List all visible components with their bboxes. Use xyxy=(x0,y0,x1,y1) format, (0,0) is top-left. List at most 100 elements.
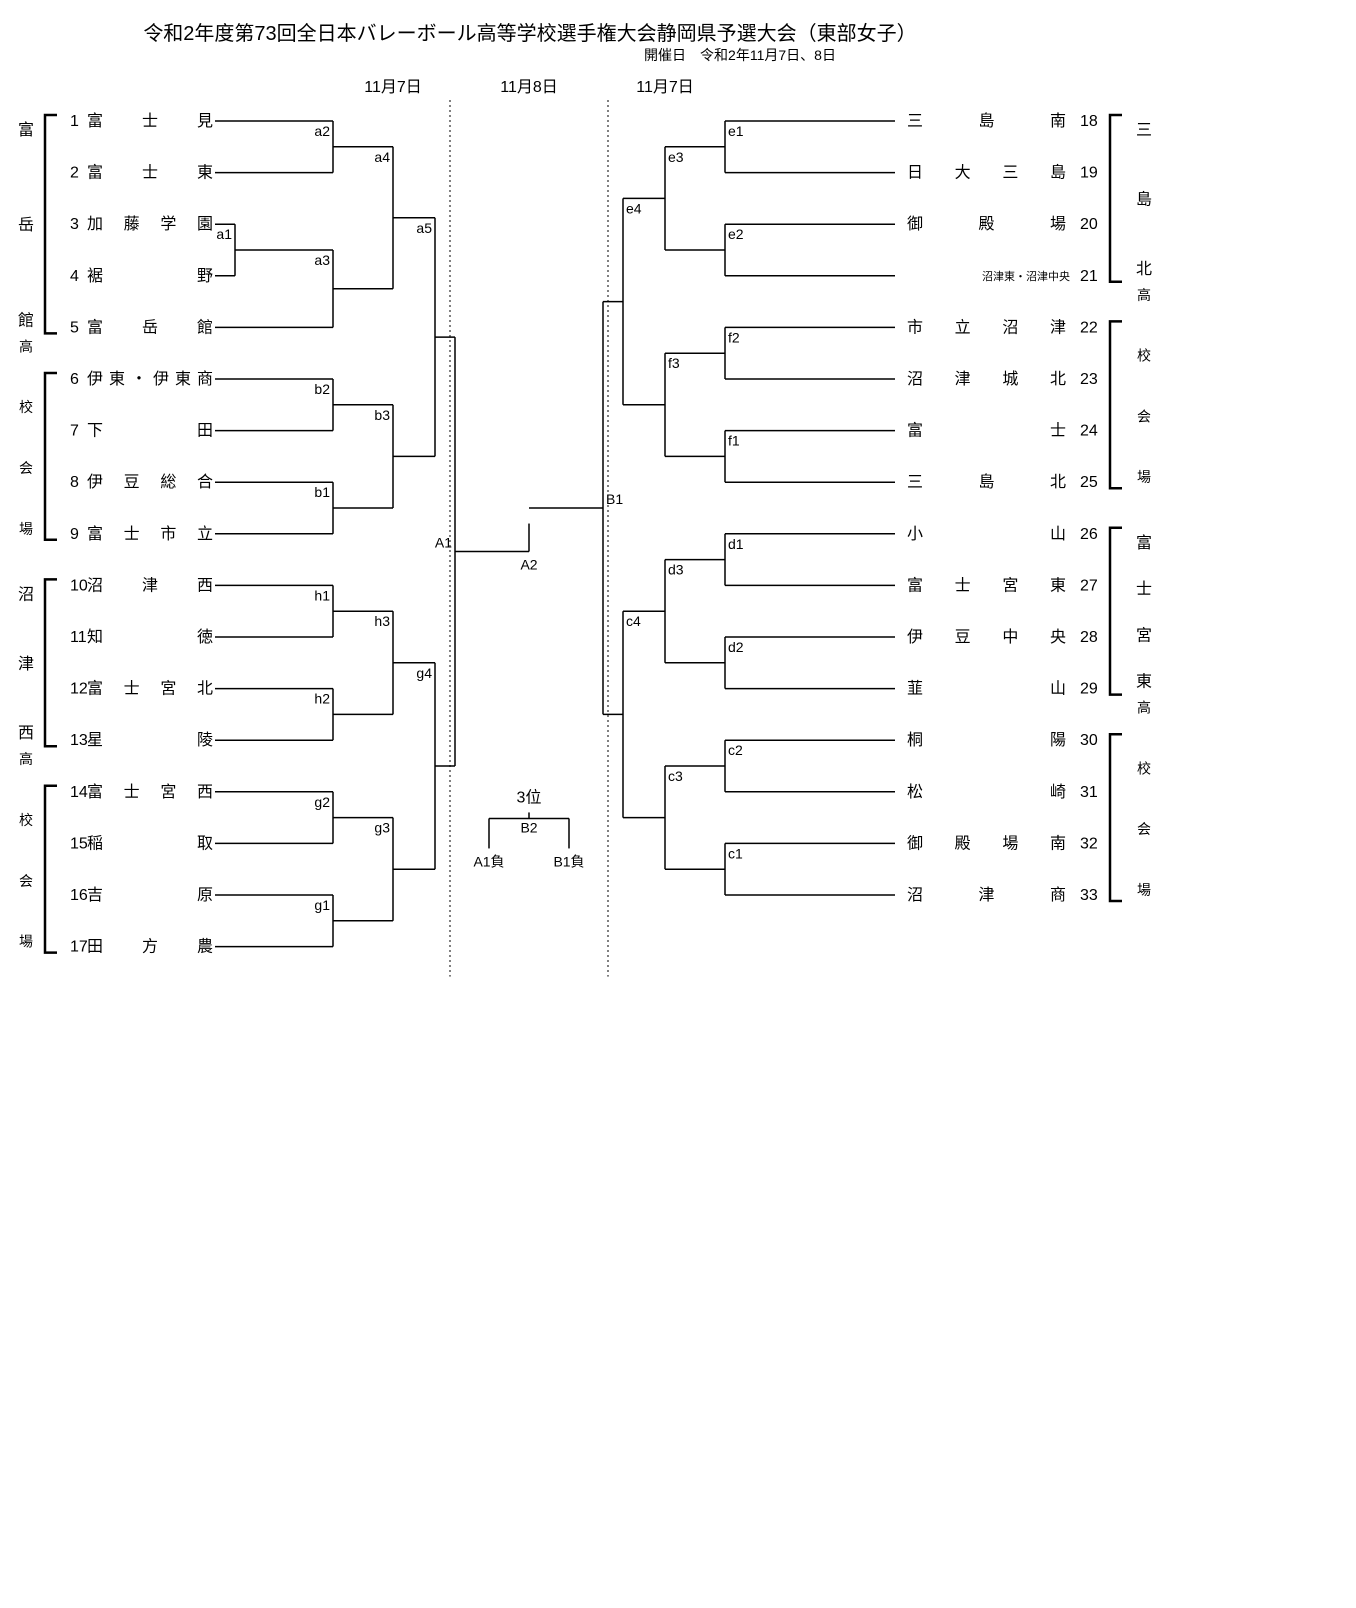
seed-2: 2 xyxy=(70,165,79,182)
: 場 xyxy=(1137,882,1151,898)
: 宮 xyxy=(1002,576,1018,594)
: 南 xyxy=(1050,834,1066,852)
match-b1: b1 xyxy=(314,484,330,500)
seed-28: 28 xyxy=(1080,629,1098,646)
seed-25: 25 xyxy=(1080,474,1098,491)
: 場 xyxy=(1137,469,1151,485)
: 津 xyxy=(142,576,158,594)
: 稲 xyxy=(87,834,103,852)
: 商 xyxy=(197,370,213,388)
: 殿 xyxy=(978,215,994,233)
code-A2: A2 xyxy=(520,557,537,573)
: 島 xyxy=(978,112,994,130)
match-g1: g1 xyxy=(314,897,330,913)
: 士 xyxy=(142,112,158,130)
: 豆 xyxy=(124,474,140,491)
tournament-bracket: 令和2年度第73回全日本バレーボール高等学校選手権大会静岡県予選大会（東部女子）… xyxy=(0,0,1356,1608)
: 山 xyxy=(1050,680,1066,698)
: 士 xyxy=(124,680,140,698)
: 沼 xyxy=(87,576,103,594)
: 沼 xyxy=(1002,318,1018,336)
match-f3: f3 xyxy=(668,355,680,371)
: 北 xyxy=(1050,473,1066,491)
seed-4: 4 xyxy=(70,268,79,285)
match-b2: b2 xyxy=(314,381,330,397)
title: 令和2年度第73回全日本バレーボール高等学校選手権大会静岡県予選大会（東部女子） xyxy=(143,22,916,45)
match-h1: h1 xyxy=(314,587,330,603)
: 田 xyxy=(197,423,213,440)
: 士 xyxy=(1050,422,1066,440)
match-h2: h2 xyxy=(314,691,330,707)
match-e3: e3 xyxy=(668,149,684,165)
: 東 xyxy=(197,164,213,182)
: 岳 xyxy=(18,216,34,234)
seed-9: 9 xyxy=(70,526,79,543)
: 場 xyxy=(1002,834,1018,852)
: 御 xyxy=(907,834,923,852)
: 島 xyxy=(1050,164,1066,182)
: 富 xyxy=(907,576,923,594)
: 富 xyxy=(87,112,103,130)
match-b3: b3 xyxy=(374,407,390,423)
match-a1: a1 xyxy=(216,226,232,242)
: 場 xyxy=(19,521,33,537)
: 館 xyxy=(197,318,213,336)
code-A1loser: A1負 xyxy=(473,853,504,869)
: 山 xyxy=(1050,525,1066,543)
: 伊 xyxy=(87,473,103,491)
: 宮 xyxy=(160,783,176,801)
seed-24: 24 xyxy=(1080,423,1098,440)
: 豆 xyxy=(955,629,971,646)
: 会 xyxy=(19,873,33,889)
: 高 xyxy=(1137,700,1151,716)
: 北 xyxy=(1136,260,1152,278)
: 三 xyxy=(907,113,923,130)
match-f1: f1 xyxy=(728,433,740,449)
: 立 xyxy=(197,525,213,543)
match-g2: g2 xyxy=(314,794,330,810)
: 見 xyxy=(197,112,213,130)
: 農 xyxy=(197,938,213,956)
: 城 xyxy=(1002,370,1018,388)
date-right: 11月7日 xyxy=(636,79,694,96)
seed-13: 13 xyxy=(70,732,88,749)
seed-33: 33 xyxy=(1080,887,1098,904)
: 伊 xyxy=(87,370,103,388)
: 富 xyxy=(87,318,103,336)
match-d2: d2 xyxy=(728,639,744,655)
: 央 xyxy=(1050,628,1066,646)
: 伊 xyxy=(153,370,169,388)
match-a4: a4 xyxy=(374,149,390,165)
: 総 xyxy=(160,473,176,491)
: 士 xyxy=(1136,580,1152,598)
seed-18: 18 xyxy=(1080,113,1098,130)
seed-21: 21 xyxy=(1080,268,1098,285)
: 富 xyxy=(87,164,103,182)
: 商 xyxy=(1050,886,1066,904)
match-e1: e1 xyxy=(728,123,744,139)
: 加 xyxy=(87,215,103,233)
: 会 xyxy=(1137,408,1151,424)
seed-3: 3 xyxy=(70,216,79,233)
match-g3: g3 xyxy=(374,820,390,836)
: 士 xyxy=(124,525,140,543)
: 陽 xyxy=(1050,731,1066,749)
date-left: 11月7日 xyxy=(364,79,422,96)
: 原 xyxy=(197,887,213,904)
: 富 xyxy=(87,525,103,543)
: 校 xyxy=(19,812,33,828)
: 島 xyxy=(1136,190,1152,208)
code-B2: B2 xyxy=(520,819,537,835)
: 野 xyxy=(197,267,213,285)
: 伊 xyxy=(907,628,923,646)
: 取 xyxy=(197,835,213,852)
: 知 xyxy=(87,628,103,646)
seed-14: 14 xyxy=(70,784,88,801)
seed-12: 12 xyxy=(70,681,88,698)
: 御 xyxy=(907,215,923,233)
match-g4: g4 xyxy=(416,665,432,681)
: 陵 xyxy=(197,731,213,749)
date-center: 11月8日 xyxy=(500,79,558,96)
match-a2: a2 xyxy=(314,123,330,139)
: 徳 xyxy=(197,628,213,646)
